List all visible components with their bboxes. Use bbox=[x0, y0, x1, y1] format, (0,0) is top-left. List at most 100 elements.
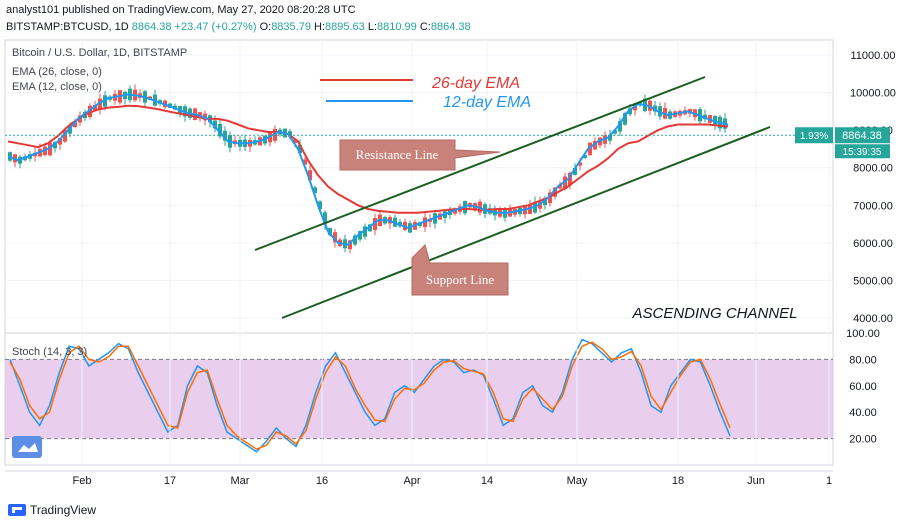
annotation-layer: 26-day EMA 12-day EMA Resistance Line Suppo… bbox=[12, 75, 890, 458]
candle-body bbox=[543, 198, 547, 206]
candle-body bbox=[573, 168, 577, 175]
stoch-tick-label: 80.00 bbox=[849, 354, 877, 366]
x-tick-label: May bbox=[567, 475, 588, 487]
candle-body bbox=[48, 142, 52, 156]
candle-body bbox=[293, 139, 297, 144]
candle-body bbox=[588, 142, 592, 156]
candle-body bbox=[373, 218, 377, 231]
candle-body bbox=[568, 172, 572, 186]
price-layer bbox=[5, 40, 833, 465]
candle-body bbox=[578, 162, 582, 166]
stoch-tick-label: 40.00 bbox=[849, 407, 877, 419]
candle-body bbox=[558, 184, 562, 189]
support-line bbox=[281, 126, 771, 319]
candle-body bbox=[73, 121, 77, 128]
candle-body bbox=[583, 154, 587, 158]
support-label: Support Line bbox=[426, 272, 494, 287]
high-value: 8895.63 bbox=[325, 21, 365, 33]
x-tick-label: 1 bbox=[826, 475, 832, 487]
candle-body bbox=[538, 201, 542, 209]
price-badge bbox=[835, 127, 890, 144]
ema12-line bbox=[7, 93, 729, 246]
ema26-line bbox=[7, 104, 729, 214]
price-tick-label: 10000.00 bbox=[850, 88, 896, 100]
candle-body bbox=[633, 104, 637, 111]
price-badge-text: 8864.38 bbox=[842, 130, 882, 142]
close-label: C: bbox=[419, 21, 431, 33]
ema12-annotation: 12-day EMA bbox=[443, 94, 531, 111]
candle-body bbox=[288, 131, 292, 137]
x-tick-label: 18 bbox=[672, 475, 684, 487]
candle-body bbox=[333, 232, 337, 243]
percent-badge bbox=[795, 127, 833, 144]
stoch-layer bbox=[5, 338, 833, 453]
high-label: H: bbox=[314, 21, 326, 33]
pattern-label: ASCENDING CHANNEL bbox=[631, 305, 797, 322]
price-tick-label: 5000.00 bbox=[853, 275, 893, 287]
close-value: 8864.38 bbox=[430, 21, 471, 33]
price-change: +23.47 (+0.27%) bbox=[174, 21, 257, 33]
candle-body bbox=[348, 240, 352, 250]
candle-body bbox=[218, 123, 222, 137]
x-tick-label: 14 bbox=[481, 475, 493, 487]
stoch-tick-label: 20.00 bbox=[849, 434, 877, 446]
stoch-d-line bbox=[9, 341, 731, 451]
candle-body bbox=[303, 159, 307, 165]
x-tick-label: Feb bbox=[73, 475, 92, 487]
candle-body bbox=[213, 120, 217, 129]
price-tick-label: 7000.00 bbox=[853, 200, 893, 212]
legend-ema12: EMA (12, close, 0) bbox=[12, 81, 102, 93]
low-value: 8810.99 bbox=[377, 21, 417, 33]
resistance-label: Resistance Line bbox=[356, 147, 439, 162]
candle-body bbox=[628, 108, 632, 115]
x-tick-label: Jun bbox=[747, 475, 765, 487]
x-tick-label: Apr bbox=[403, 475, 420, 487]
publish-info: analyst101 published on TradingView.com,… bbox=[6, 4, 356, 16]
candle-body bbox=[93, 104, 97, 111]
price-tick-label: 6000.00 bbox=[853, 238, 893, 250]
tradingview-logo-icon bbox=[8, 504, 26, 516]
candle-body bbox=[88, 105, 92, 117]
last-price: 8864.38 bbox=[131, 21, 172, 33]
ohlc-bar: BITSTAMP:BTCUSD, 1D 8864.38 +23.47 (+0.2… bbox=[6, 20, 471, 34]
footer-brand: TradingView bbox=[30, 503, 97, 517]
candle-body bbox=[613, 130, 617, 134]
price-tick-label: 8000.00 bbox=[853, 163, 893, 175]
candle-body bbox=[363, 226, 367, 237]
candle-body bbox=[298, 144, 302, 154]
stoch-tick-label: 100.00 bbox=[846, 328, 880, 340]
candle-body bbox=[353, 235, 357, 245]
percent-badge-text: 1.93% bbox=[800, 131, 828, 142]
stoch-k-line bbox=[9, 338, 731, 453]
legend-ema26: EMA (26, close, 0) bbox=[12, 66, 102, 78]
countdown-badge-text: 15:39:35 bbox=[843, 147, 882, 158]
stoch-band bbox=[5, 359, 833, 439]
candle-body bbox=[328, 228, 332, 236]
stoch-legend: Stoch (14, 3, 3) bbox=[12, 346, 88, 358]
x-tick-label: 17 bbox=[164, 475, 176, 487]
candle-body bbox=[618, 121, 622, 132]
support-callout bbox=[411, 244, 509, 296]
resistance-callout bbox=[339, 139, 501, 171]
stoch-tick-label: 60.00 bbox=[849, 381, 877, 393]
candle-body bbox=[63, 129, 67, 142]
countdown-badge bbox=[835, 144, 890, 159]
price-tick-label: 4000.00 bbox=[853, 313, 893, 325]
price-tick-label: 11000.00 bbox=[850, 50, 895, 62]
low-label: L: bbox=[367, 21, 378, 33]
candle-body bbox=[323, 212, 327, 225]
candle-body bbox=[53, 142, 57, 149]
candle-body bbox=[593, 140, 597, 150]
resistance-line bbox=[254, 76, 706, 251]
candle-body bbox=[318, 201, 322, 210]
candle-body bbox=[223, 130, 227, 141]
open-label: O: bbox=[259, 21, 272, 33]
x-tick-label: Mar bbox=[231, 475, 250, 487]
open-value: 8835.79 bbox=[271, 21, 311, 33]
x-tick-label: 16 bbox=[316, 475, 328, 487]
ema26-annotation: 26-day EMA bbox=[431, 75, 520, 92]
legend-title: Bitcoin / U.S. Dollar, 1D, BITSTAMP bbox=[12, 47, 188, 59]
candle-body bbox=[358, 231, 362, 240]
indicator-icon[interactable] bbox=[12, 436, 42, 458]
